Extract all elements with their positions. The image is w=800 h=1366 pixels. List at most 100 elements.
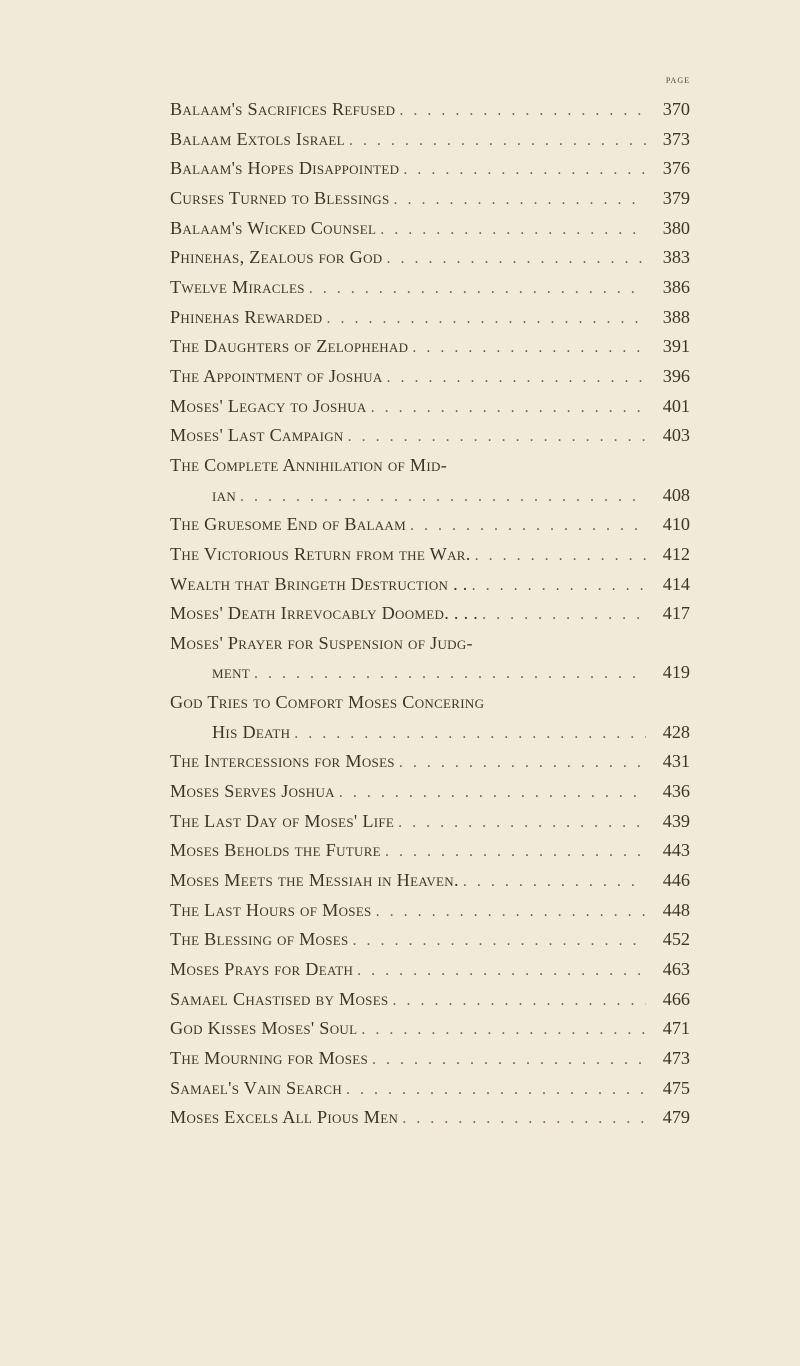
toc-title: God Tries to Comfort Moses Concering bbox=[170, 688, 484, 718]
toc-leader: . . . . . . . . . . . . . . . . . . . . … bbox=[381, 839, 646, 865]
toc-title: The Complete Annihilation of Mid- bbox=[170, 451, 447, 481]
toc-row: The Blessing of Moses. . . . . . . . . .… bbox=[170, 925, 690, 955]
table-of-contents: Balaam's Sacrifices Refused . . . . . . .… bbox=[170, 95, 690, 1133]
toc-page-number: 443 bbox=[646, 836, 690, 866]
toc-page-number: 475 bbox=[646, 1074, 690, 1104]
toc-leader: . . . . . . . . . . . . . . . . . . . . … bbox=[367, 395, 646, 421]
toc-title: The Gruesome End of Balaam bbox=[170, 510, 406, 540]
toc-title: Moses Serves Joshua bbox=[170, 777, 335, 807]
toc-leader: . . . . . . . . . . . . . . . . . . . . … bbox=[376, 217, 646, 243]
toc-page-number: 408 bbox=[646, 481, 690, 511]
toc-leader: . . . . . . . . . . . . . . . . . . . . … bbox=[394, 810, 646, 836]
toc-leader: . . . . . . . . . . . . . . . . . . . . … bbox=[345, 128, 646, 154]
toc-row: The Last Day of Moses' Life. . . . . . .… bbox=[170, 807, 690, 837]
toc-page-number: 396 bbox=[646, 362, 690, 392]
toc-title: The Blessing of Moses bbox=[170, 925, 349, 955]
toc-page-number: 431 bbox=[646, 747, 690, 777]
toc-row: Balaam's Sacrifices Refused. . . . . . .… bbox=[170, 95, 690, 125]
toc-title: The Victorious Return from the War. bbox=[170, 540, 471, 570]
toc-title: Moses' Death Irrevocably Doomed. . . . bbox=[170, 599, 478, 629]
toc-row: Moses Prays for Death. . . . . . . . . .… bbox=[170, 955, 690, 985]
toc-page-number: 428 bbox=[646, 718, 690, 748]
toc-page-number: 379 bbox=[646, 184, 690, 214]
toc-row: Moses' Legacy to Joshua. . . . . . . . .… bbox=[170, 392, 690, 422]
toc-title: His Death bbox=[170, 718, 290, 748]
toc-leader: . . . . . . . . . . . . . . . . . . . . … bbox=[290, 721, 646, 747]
toc-page-number: 391 bbox=[646, 332, 690, 362]
toc-page-number: 373 bbox=[646, 125, 690, 155]
toc-leader: . . . . . . . . . . . . . . . . . . . . … bbox=[349, 928, 646, 954]
toc-row: The Mourning for Moses. . . . . . . . . … bbox=[170, 1044, 690, 1074]
toc-page-number: 401 bbox=[646, 392, 690, 422]
toc-page-number: 479 bbox=[646, 1103, 690, 1133]
toc-row: Moses Meets the Messiah in Heaven.. . . … bbox=[170, 866, 690, 896]
toc-leader: . . . . . . . . . . . . . . . . . . . . … bbox=[305, 276, 646, 302]
toc-page-number: 370 bbox=[646, 95, 690, 125]
toc-page-number: 446 bbox=[646, 866, 690, 896]
toc-row: The Last Hours of Moses. . . . . . . . .… bbox=[170, 896, 690, 926]
toc-title: The Mourning for Moses bbox=[170, 1044, 368, 1074]
toc-row: Balaam's Wicked Counsel. . . . . . . . .… bbox=[170, 214, 690, 244]
toc-page-number: 419 bbox=[646, 658, 690, 688]
toc-title: Moses Meets the Messiah in Heaven. bbox=[170, 866, 459, 896]
toc-leader: . . . . . . . . . . . . . . . . . . . . … bbox=[459, 869, 646, 895]
toc-row: Phinehas Rewarded. . . . . . . . . . . .… bbox=[170, 303, 690, 333]
toc-title: Moses Excels All Pious Men bbox=[170, 1103, 398, 1133]
toc-leader: . . . . . . . . . . . . . . . . . . . . … bbox=[344, 424, 646, 450]
toc-row: Moses Serves Joshua. . . . . . . . . . .… bbox=[170, 777, 690, 807]
toc-page-number: 412 bbox=[646, 540, 690, 570]
page-header: page bbox=[170, 72, 690, 87]
toc-row: Moses' Death Irrevocably Doomed. . . .. … bbox=[170, 599, 690, 629]
toc-leader: . . . . . . . . . . . . . . . . . . . . … bbox=[382, 246, 646, 272]
toc-leader: . . . . . . . . . . . . . . . . . . . . … bbox=[478, 602, 646, 628]
toc-leader: . . . . . . . . . . . . . . . . . . . . … bbox=[383, 365, 646, 391]
toc-row: The Daughters of Zelophehad. . . . . . .… bbox=[170, 332, 690, 362]
toc-row: Wealth that Bringeth Destruction . .. . … bbox=[170, 570, 690, 600]
toc-row: God Tries to Comfort Moses Concering bbox=[170, 688, 690, 718]
page-header-label: page bbox=[666, 72, 690, 86]
toc-row: Moses' Prayer for Suspension of Judg- bbox=[170, 629, 690, 659]
toc-leader: . . . . . . . . . . . . . . . . . . . . … bbox=[236, 484, 646, 510]
toc-row: The Intercessions for Moses. . . . . . .… bbox=[170, 747, 690, 777]
page-body: page Balaam's Sacrifices Refused . . . . … bbox=[0, 0, 800, 1366]
toc-page-number: 403 bbox=[646, 421, 690, 451]
toc-page-number: 380 bbox=[646, 214, 690, 244]
toc-title: The Appointment of Joshua bbox=[170, 362, 383, 392]
toc-row: Balaam Extols Israel. . . . . . . . . . … bbox=[170, 125, 690, 155]
toc-leader: . . . . . . . . . . . . . . . . . . . . … bbox=[408, 335, 646, 361]
toc-title: Balaam's Hopes Disappointed bbox=[170, 154, 399, 184]
toc-row: ian. . . . . . . . . . . . . . . . . . .… bbox=[170, 481, 690, 511]
toc-page-number: 417 bbox=[646, 599, 690, 629]
toc-page-number: 473 bbox=[646, 1044, 690, 1074]
toc-leader: . . . . . . . . . . . . . . . . . . . . … bbox=[372, 899, 646, 925]
toc-row: Moses Beholds the Future. . . . . . . . … bbox=[170, 836, 690, 866]
toc-title: Samael's Vain Search bbox=[170, 1074, 342, 1104]
toc-leader: . . . . . . . . . . . . . . . . . . . . … bbox=[399, 157, 646, 183]
toc-row: Twelve Miracles. . . . . . . . . . . . .… bbox=[170, 273, 690, 303]
toc-page-number: 386 bbox=[646, 273, 690, 303]
toc-row: The Gruesome End of Balaam. . . . . . . … bbox=[170, 510, 690, 540]
toc-leader: . . . . . . . . . . . . . . . . . . . . … bbox=[250, 661, 646, 687]
toc-leader: . . . . . . . . . . . . . . . . . . . . … bbox=[368, 1047, 646, 1073]
toc-row: The Victorious Return from the War.. . .… bbox=[170, 540, 690, 570]
toc-title: The Daughters of Zelophehad bbox=[170, 332, 408, 362]
toc-title: Moses Prays for Death bbox=[170, 955, 353, 985]
toc-leader: . . . . . . . . . . . . . . . . . . . . … bbox=[398, 1106, 646, 1132]
toc-row: Moses Excels All Pious Men. . . . . . . … bbox=[170, 1103, 690, 1133]
toc-leader: . . . . . . . . . . . . . . . . . . . . … bbox=[390, 187, 647, 213]
toc-title: ian bbox=[170, 481, 236, 511]
toc-page-number: 466 bbox=[646, 985, 690, 1015]
toc-title: Moses' Legacy to Joshua bbox=[170, 392, 367, 422]
toc-row: Samael's Vain Search. . . . . . . . . . … bbox=[170, 1074, 690, 1104]
toc-title: Moses' Prayer for Suspension of Judg- bbox=[170, 629, 473, 659]
toc-title: Moses' Last Campaign bbox=[170, 421, 344, 451]
toc-row: The Complete Annihilation of Mid- bbox=[170, 451, 690, 481]
toc-row: Balaam's Hopes Disappointed. . . . . . .… bbox=[170, 154, 690, 184]
toc-page-number: 414 bbox=[646, 570, 690, 600]
toc-title: Balaam's Sacrifices Refused bbox=[170, 95, 395, 125]
toc-title: Balaam Extols Israel bbox=[170, 125, 345, 155]
toc-title: The Last Hours of Moses bbox=[170, 896, 372, 926]
toc-leader: . . . . . . . . . . . . . . . . . . . . … bbox=[468, 573, 646, 599]
toc-leader: . . . . . . . . . . . . . . . . . . . . … bbox=[406, 513, 646, 539]
toc-page-number: 439 bbox=[646, 807, 690, 837]
